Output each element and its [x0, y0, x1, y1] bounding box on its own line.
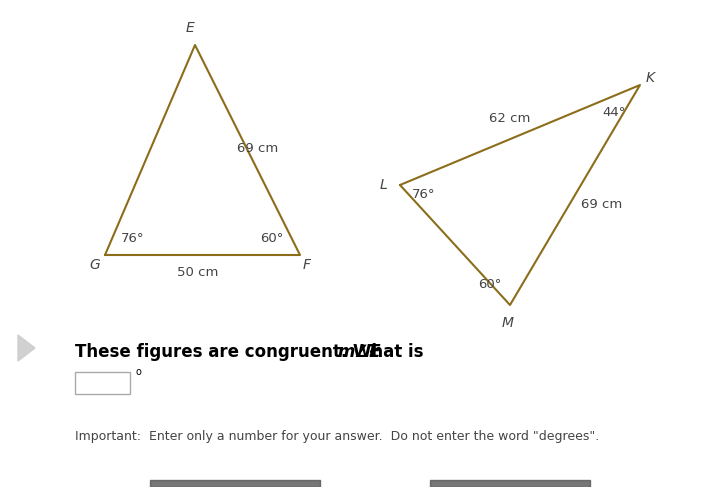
Text: 44°: 44°: [602, 107, 626, 119]
Text: 69 cm: 69 cm: [237, 142, 279, 154]
Text: These figures are congruent. What is: These figures are congruent. What is: [75, 343, 429, 361]
Polygon shape: [18, 335, 35, 361]
Text: o: o: [136, 367, 142, 377]
Text: 76°: 76°: [122, 231, 145, 244]
Text: 50 cm: 50 cm: [177, 265, 219, 279]
Text: 60°: 60°: [260, 231, 284, 244]
Text: 60°: 60°: [479, 279, 502, 292]
Text: Important:  Enter only a number for your answer.  Do not enter the word "degrees: Important: Enter only a number for your …: [75, 430, 599, 443]
Text: L: L: [379, 178, 387, 192]
Text: G: G: [90, 258, 100, 272]
Text: M: M: [502, 316, 514, 330]
Text: K: K: [646, 71, 655, 85]
Text: F: F: [303, 258, 311, 272]
Bar: [75, 372, 130, 394]
Text: E: E: [186, 21, 194, 35]
Text: 62 cm: 62 cm: [489, 112, 530, 125]
Text: m∠E: m∠E: [337, 343, 380, 361]
Text: 76°: 76°: [412, 188, 436, 202]
Text: 69 cm: 69 cm: [582, 199, 623, 211]
Text: ?: ?: [367, 343, 377, 361]
